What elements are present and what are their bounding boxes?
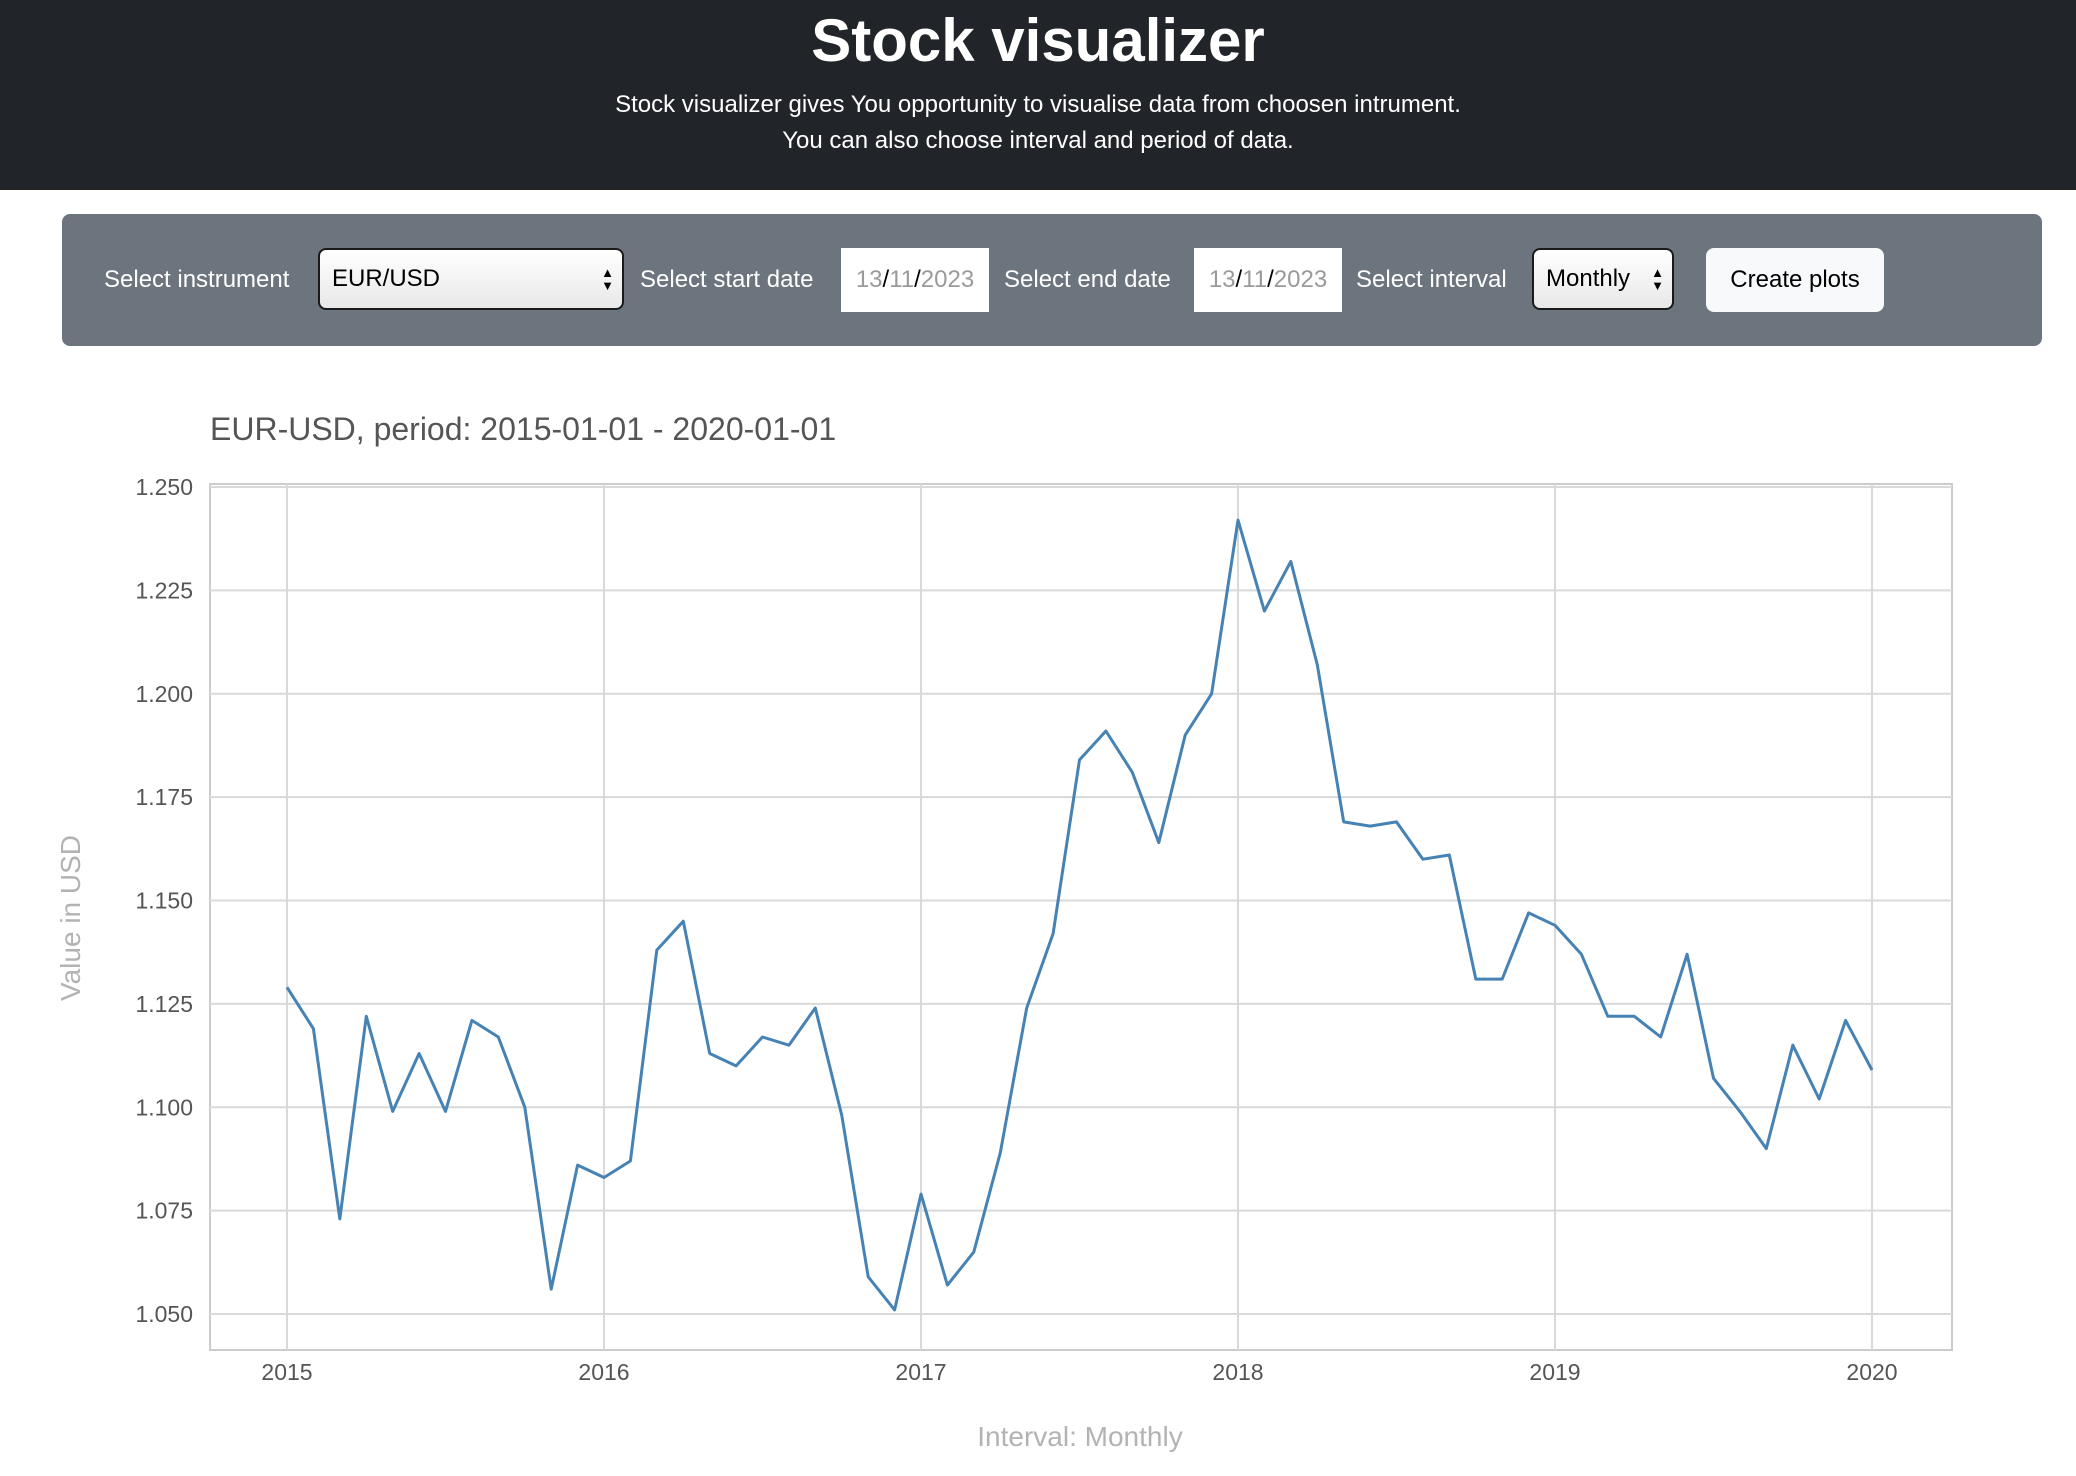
interval-select-value: Monthly (1546, 265, 1631, 292)
page-header: Stock visualizer Stock visualizer gives … (0, 0, 2076, 190)
y-tick-label: 1.125 (135, 991, 193, 1017)
y-tick-label: 1.075 (135, 1198, 193, 1224)
instrument-select-value: EUR/USD (332, 265, 441, 292)
chart-title: EUR-USD, period: 2015-01-01 - 2020-01-01 (210, 411, 836, 447)
x-tick-label: 2019 (1529, 1359, 1580, 1385)
y-tick-label: 1.050 (135, 1301, 193, 1327)
end-date-day: 13 (1208, 266, 1236, 293)
select-arrows-icon: ▲ ▼ (601, 265, 614, 293)
x-tick-label: 2015 (261, 1359, 312, 1385)
y-tick-label: 1.175 (135, 784, 193, 810)
start-date-label: Select start date (640, 266, 814, 293)
start-date-month: 11 (889, 266, 915, 293)
start-date-day: 13 (855, 266, 883, 293)
instrument-label: Select instrument (104, 266, 290, 293)
end-date-label: Select end date (1004, 266, 1171, 293)
x-axis-label: Interval: Monthly (977, 1421, 1182, 1452)
start-date-input[interactable]: 13/11/2023 (841, 248, 989, 312)
interval-label: Select interval (1356, 266, 1507, 293)
end-date-year: 2023 (1273, 266, 1328, 293)
x-tick-label: 2018 (1212, 1359, 1263, 1385)
y-tick-label: 1.150 (135, 888, 193, 914)
create-plots-button[interactable]: Create plots (1706, 248, 1884, 312)
page-subtitle-line2: You can also choose interval and period … (782, 127, 1294, 154)
stock-line-chart: EUR-USD, period: 2015-01-01 - 2020-01-01… (55, 411, 1953, 1452)
x-tick-label: 2017 (895, 1359, 946, 1385)
y-axis-label: Value in USD (55, 835, 86, 1001)
page-subtitle-line1: Stock visualizer gives You opportunity t… (615, 91, 1461, 118)
end-date-input[interactable]: 13/11/2023 (1194, 248, 1342, 312)
plot-frame (209, 483, 1953, 1351)
y-tick-label: 1.250 (135, 474, 193, 500)
y-tick-label: 1.200 (135, 681, 193, 707)
interval-select[interactable]: Monthly ▲ ▼ (1532, 248, 1674, 310)
instrument-select[interactable]: EUR/USD ▲ ▼ (318, 248, 624, 310)
y-tick-label: 1.100 (135, 1094, 193, 1120)
controls-toolbar: Select instrument EUR/USD ▲ ▼ Select star… (62, 214, 2042, 346)
select-arrows-icon: ▲ ▼ (1651, 265, 1664, 293)
start-date-year: 2023 (920, 266, 975, 293)
page-title: Stock visualizer (811, 7, 1265, 74)
x-tick-label: 2016 (578, 1359, 629, 1385)
series-line (285, 518, 1874, 1312)
y-tick-label: 1.225 (135, 577, 193, 603)
x-tick-label: 2020 (1846, 1359, 1897, 1385)
end-date-month: 11 (1242, 266, 1268, 293)
